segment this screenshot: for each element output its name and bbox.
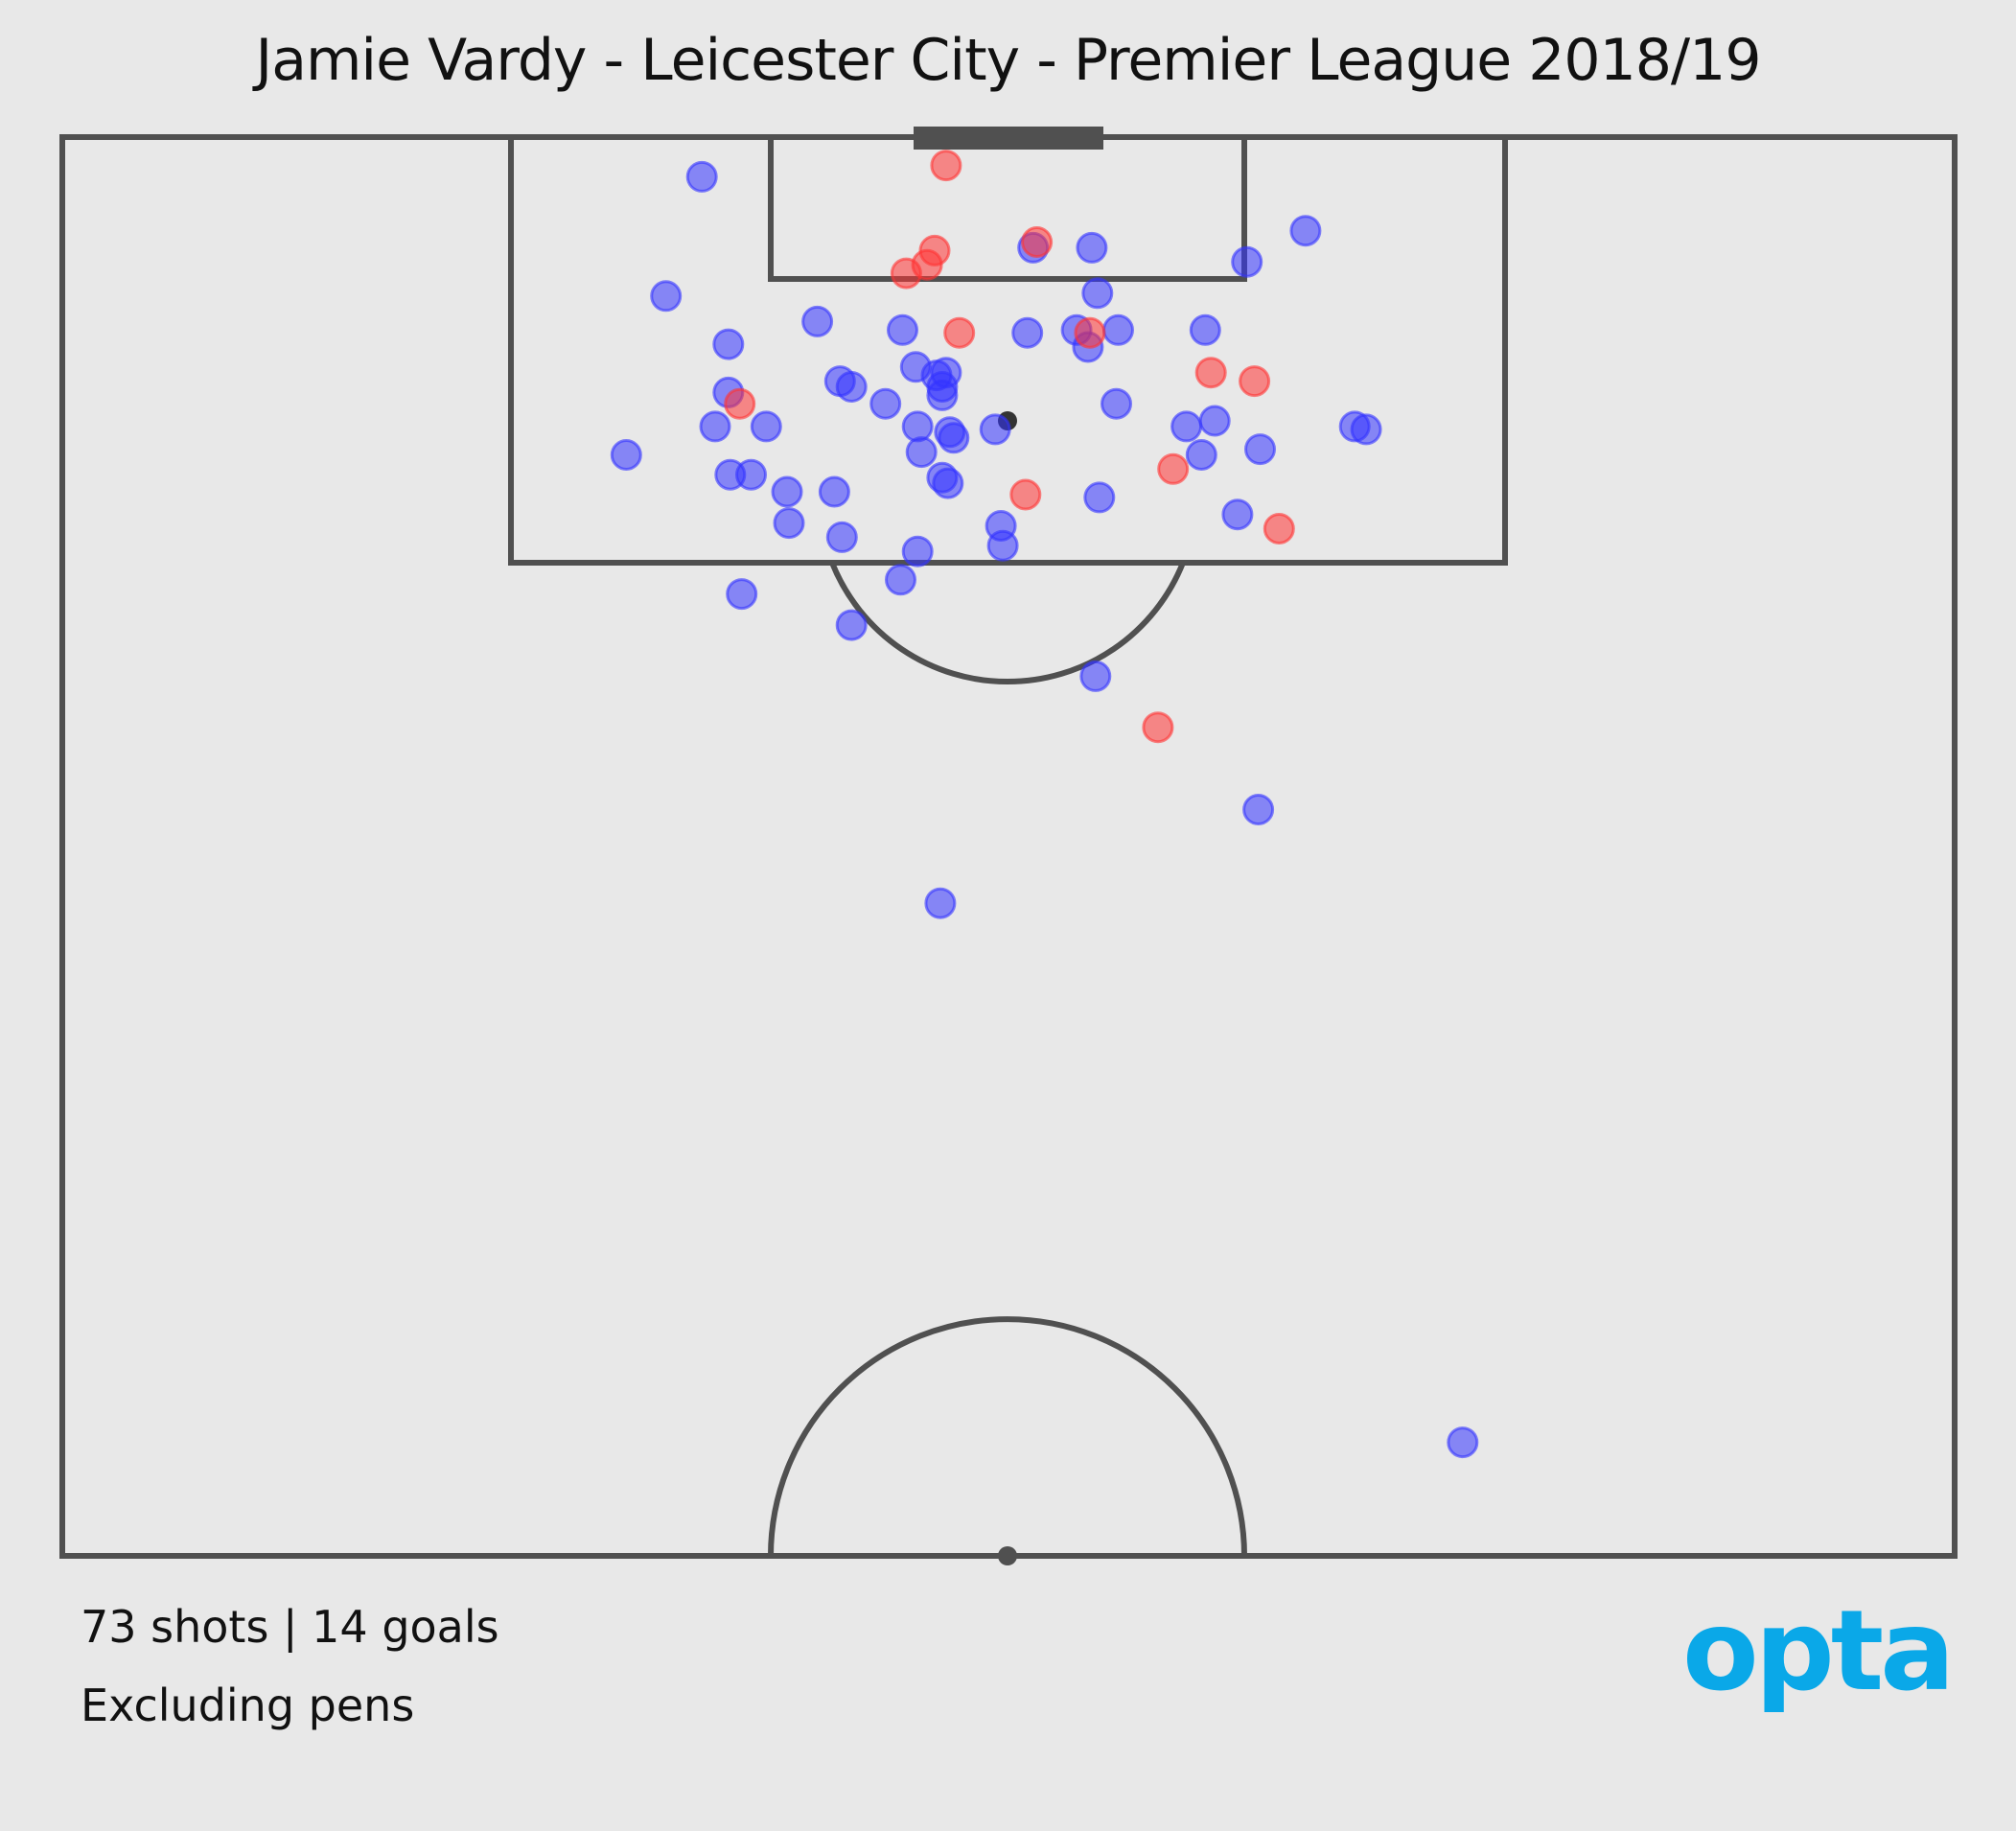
shot-point-46 — [1221, 498, 1254, 531]
shot-point-13 — [1189, 313, 1221, 346]
goal-shot-point-13 — [1142, 711, 1174, 744]
shot-point-30 — [1170, 410, 1203, 443]
shot-point-38 — [1244, 433, 1276, 466]
pens-note: Excluding pens — [81, 1680, 415, 1731]
goal-shot-point-3 — [890, 257, 922, 290]
shot-point-4 — [1231, 245, 1263, 278]
shot-point-25 — [699, 410, 731, 443]
shot-point-12 — [1102, 313, 1134, 346]
shot-point-40 — [735, 458, 767, 491]
shot-point-34 — [905, 436, 938, 469]
shot-point-35 — [938, 422, 970, 454]
shot-point-7 — [1081, 277, 1114, 310]
shot-point-43 — [771, 475, 803, 508]
pitch-markings — [59, 127, 1958, 1565]
shot-point-55 — [1079, 660, 1112, 692]
goal-shot-point-9 — [724, 387, 756, 420]
goal-shot-point-6 — [1074, 316, 1106, 349]
shot-point-58 — [1447, 1426, 1479, 1459]
shot-point-10 — [1011, 316, 1044, 349]
centre-circle — [768, 1316, 1247, 1557]
shot-point-26 — [750, 410, 782, 443]
goal-shot-point-5 — [943, 316, 976, 349]
goal-shot-point-7 — [1194, 357, 1227, 389]
pitch-outline — [59, 134, 1958, 1559]
shot-point-8 — [712, 328, 745, 360]
goal-shot-point-8 — [1239, 365, 1271, 398]
opta-logo: opta — [1682, 1587, 1955, 1716]
shot-point-50 — [986, 529, 1019, 562]
shot-point-36 — [610, 439, 642, 471]
shot-point-31 — [1198, 405, 1231, 437]
shot-point-53 — [726, 578, 758, 611]
shot-point-48 — [773, 507, 805, 540]
penalty-arc — [829, 561, 1186, 684]
chart-title: Jamie Vardy - Leicester City - Premier L… — [255, 27, 1762, 94]
shot-point-1 — [1289, 215, 1322, 247]
shot-point-42 — [932, 467, 964, 499]
shot-point-6 — [801, 305, 834, 337]
shot-point-5 — [650, 280, 683, 313]
shot-point-52 — [885, 564, 916, 596]
shots-layer — [610, 150, 1479, 1459]
shot-point-23 — [1101, 387, 1132, 420]
shot-point-54 — [835, 609, 868, 641]
penalty-area — [508, 134, 1508, 566]
shot-point-49 — [825, 521, 858, 553]
shot-point-56 — [1242, 794, 1275, 825]
shots-summary: 73 shots | 14 goals — [81, 1601, 499, 1653]
centre-spot — [998, 1546, 1017, 1565]
six-yard-box — [768, 134, 1247, 282]
goal-shot-point-4 — [1021, 226, 1054, 258]
goal-shot-point-11 — [1009, 478, 1042, 511]
shot-point-37 — [1185, 439, 1217, 471]
goal-shot-point-12 — [1263, 513, 1295, 545]
shot-point-27 — [901, 410, 934, 443]
shot-point-29 — [979, 413, 1011, 446]
shot-point-51 — [901, 535, 934, 568]
goal-mouth — [914, 127, 1103, 150]
shot-point-22 — [869, 387, 902, 420]
goal-shot-point-10 — [1157, 452, 1190, 485]
shot-point-0 — [685, 160, 718, 193]
shot-point-17 — [835, 371, 868, 403]
shot-point-24 — [926, 379, 959, 411]
shot-point-9 — [887, 313, 918, 346]
shot-point-44 — [818, 475, 850, 508]
goal-shot-point-0 — [930, 150, 962, 182]
shot-point-57 — [924, 887, 957, 919]
shot-point-33 — [1350, 413, 1382, 446]
shot-point-45 — [1083, 481, 1116, 514]
shot-point-3 — [1076, 231, 1108, 264]
